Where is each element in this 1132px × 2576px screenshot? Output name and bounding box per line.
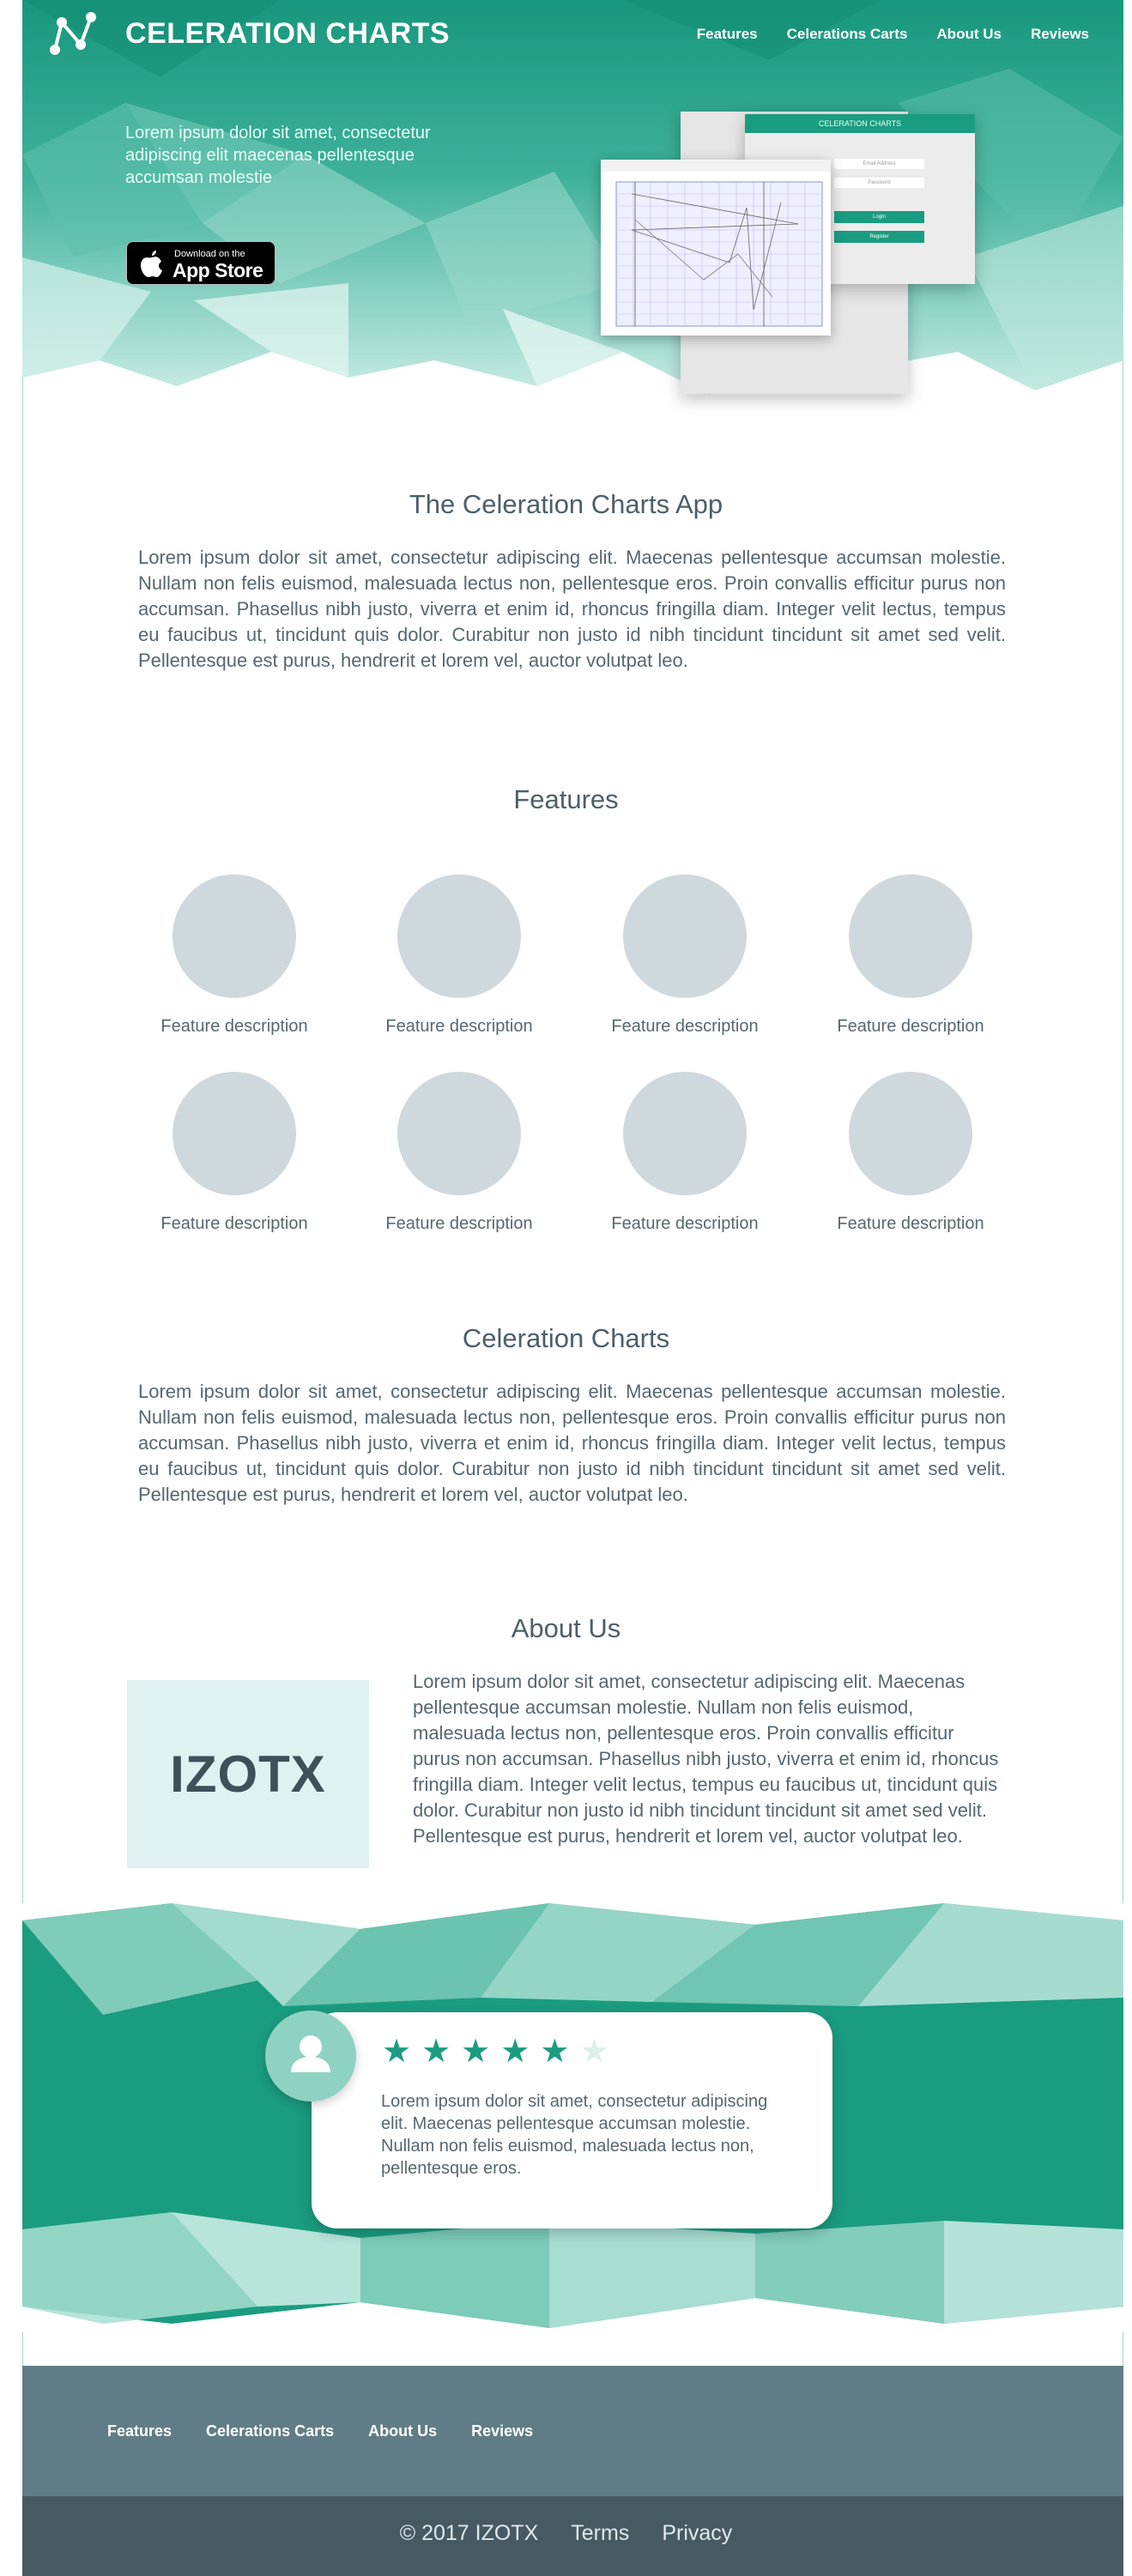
feature-card-7[interactable]: Feature description [599,1072,771,1234]
star-icon: ★ [500,2034,530,2070]
about-body: Lorem ipsum dolor sit amet, consectetur … [413,1671,999,1847]
reviewer-avatar [265,2011,356,2101]
footer-legal: © 2017 IZOTX Terms Privacy [0,2521,1132,2546]
feature-card-4[interactable]: Feature description [825,874,996,1037]
app-logo-icon[interactable] [48,10,96,58]
footer-nav: Features Celerations Carts About Us Revi… [107,2422,533,2440]
review-text: Lorem ipsum dolor sit amet, consectetur … [381,2092,768,2178]
feature-description: Feature description [160,1017,308,1036]
star-icon: ★ [382,2034,412,2070]
footer-nav-reviews[interactable]: Reviews [471,2422,534,2440]
feature-image-placeholder [623,874,747,998]
mockup-chart-screen [601,160,831,336]
feature-image-placeholder [623,1072,747,1195]
feature-card-8[interactable]: Feature description [825,1072,996,1234]
feature-card-3[interactable]: Feature description [599,874,771,1037]
feature-description: Feature description [611,1017,759,1036]
feature-image-placeholder [849,874,972,998]
app-store-small-label: Download on the [174,249,245,259]
footer-nav-features[interactable]: Features [107,2422,173,2440]
star-icon: ★ [540,2034,570,2070]
app-store-big-label: App Store [173,259,263,281]
mockup-login-button: Login [834,211,924,223]
app-store-button[interactable]: Download on the App Store [126,241,275,285]
terms-link[interactable]: Terms [571,2521,630,2545]
review-card [312,2012,832,2228]
charts-section-body: Lorem ipsum dolor sit amet, consectetur … [138,1381,1006,1505]
nav-about-us[interactable]: About Us [936,26,1002,42]
feature-description: Feature description [837,1017,984,1036]
feature-image-placeholder [173,874,296,998]
feature-description: Feature description [385,1017,533,1036]
features-title: Features [513,784,619,814]
feature-card-2[interactable]: Feature description [373,874,545,1037]
feature-image-placeholder [849,1072,972,1195]
feature-image-placeholder [397,1072,521,1195]
star-icon: ★ [461,2034,491,2070]
feature-description: Feature description [837,1214,984,1233]
star-icon: ★ [421,2034,451,2070]
feature-card-6[interactable]: Feature description [373,1072,545,1234]
footer-nav-celerations-carts[interactable]: Celerations Carts [206,2422,335,2440]
feature-description: Feature description [385,1214,533,1233]
feature-description: Feature description [611,1214,759,1233]
app-section-body: Lorem ipsum dolor sit amet, consectetur … [138,547,1006,671]
mockup-email-field: Email Address [834,159,924,169]
user-icon [291,2035,330,2072]
privacy-link[interactable]: Privacy [662,2521,733,2545]
footer-nav-bar [22,2366,1123,2496]
review-rating: ★ ★ ★ ★ ★ ★ [382,2035,608,2068]
mockup-chart-graphic [601,160,831,327]
footer-nav-about-us[interactable]: About Us [368,2422,438,2440]
feature-image-placeholder [173,1072,296,1195]
nav-reviews[interactable]: Reviews [1030,26,1089,42]
brand-title[interactable]: CELERATION CHARTS [125,17,451,50]
feature-description: Feature description [160,1214,308,1233]
copyright-text: © 2017 IZOTX [399,2521,539,2545]
nav-celerations-carts[interactable]: Celerations Carts [786,26,908,42]
page-frame [22,0,1123,2576]
feature-card-1[interactable]: Feature description [148,874,320,1037]
star-icon: ★ [579,2034,609,2070]
mockup-bar-title: CELERATION CHARTS [745,114,975,133]
nav-features[interactable]: Features [696,26,758,42]
feature-card-5[interactable]: Feature description [148,1072,320,1234]
footer-legal-bar [22,2496,1123,2576]
about-title: About Us [511,1613,621,1643]
feature-image-placeholder [397,874,521,998]
mockup-register-button: Register [834,231,924,243]
top-nav: Features Celerations Carts About Us Revi… [697,26,1089,43]
hero-tagline: Lorem ipsum dolor sit amet, consectetur … [125,124,431,187]
charts-section-title: Celeration Charts [462,1323,670,1353]
company-logo: IZOTX [127,1680,369,1868]
apple-icon [141,251,162,277]
mockup-password-field: Password [834,178,924,188]
app-section-title: The Celeration Charts App [409,489,723,519]
